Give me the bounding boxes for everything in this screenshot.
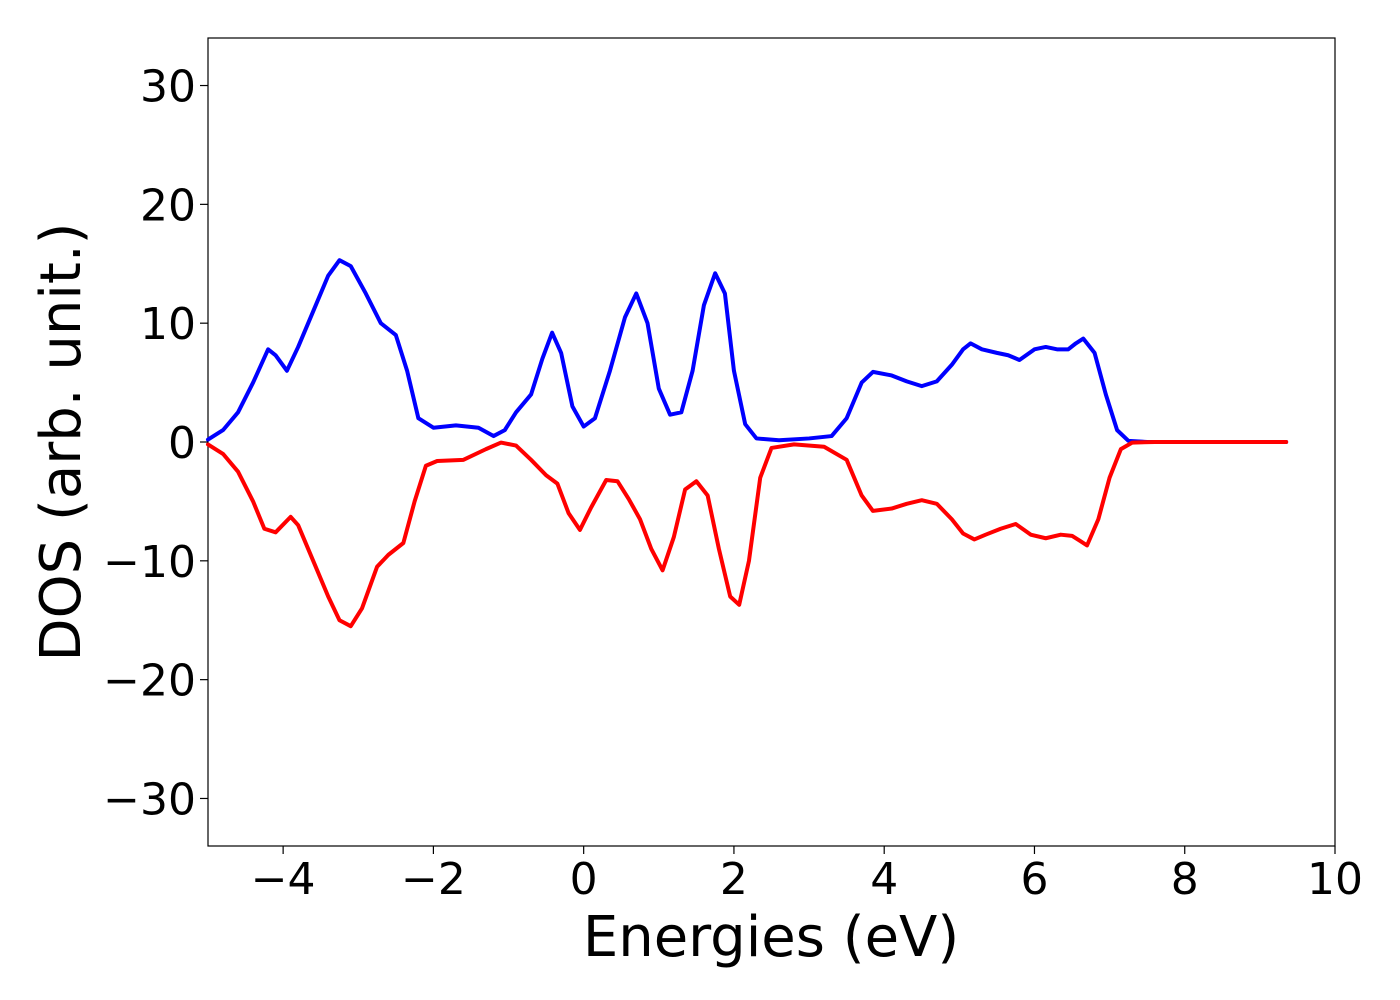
x-tick-label: 0 <box>570 854 598 905</box>
x-axis-ticks: −4 −2 0 2 4 6 8 10 <box>251 846 1363 905</box>
x-tick-label: 8 <box>1171 854 1199 905</box>
x-tick-label: 2 <box>720 854 748 905</box>
x-tick-label: 4 <box>870 854 898 905</box>
series-line-1 <box>206 258 1289 444</box>
y-tick-label: 30 <box>140 62 196 113</box>
y-tick-label: 10 <box>140 299 196 350</box>
y-tick-label: −10 <box>103 537 196 588</box>
x-tick-label: 10 <box>1307 854 1363 905</box>
y-tick-label: 0 <box>168 418 196 469</box>
x-tick-label: 6 <box>1020 854 1048 905</box>
series-line-2 <box>206 440 1289 629</box>
series-layer <box>206 258 1289 629</box>
y-tick-label: −20 <box>103 656 196 707</box>
y-axis-ticks: 30 20 10 0 −10 −20 −30 <box>103 62 208 825</box>
x-axis-title: Energies (eV) <box>583 905 959 970</box>
y-tick-label: −30 <box>103 774 196 825</box>
y-axis-title: DOS (arb. unit.) <box>29 222 94 661</box>
x-tick-label: −2 <box>401 854 466 905</box>
y-tick-label: 20 <box>140 180 196 231</box>
x-tick-label: −4 <box>251 854 316 905</box>
